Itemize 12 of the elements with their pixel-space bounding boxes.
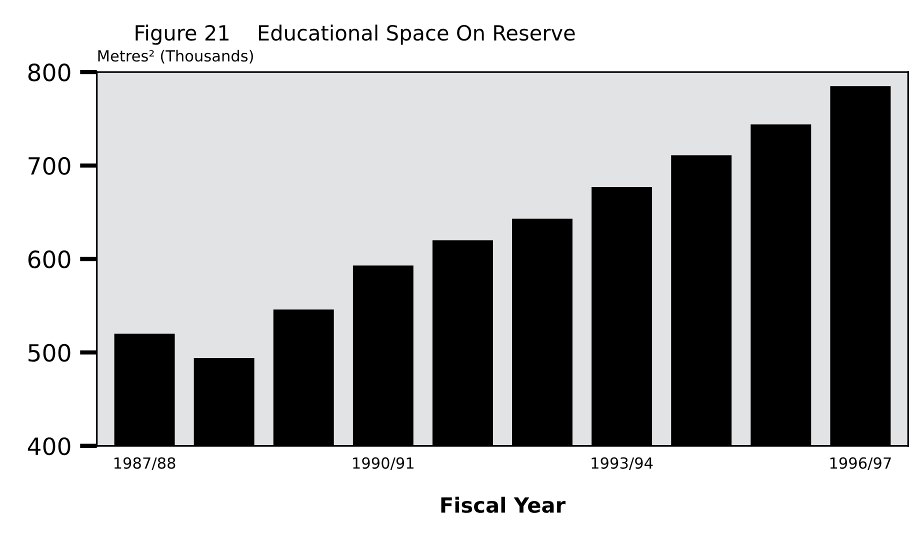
- x-tick-label: 1987/88: [114, 457, 176, 470]
- y-tick-label: 600: [28, 250, 70, 268]
- y-tick-label: 500: [28, 344, 70, 362]
- x-tick-label: 1993/94: [592, 457, 653, 470]
- y-tick-label: 700: [28, 156, 70, 175]
- x-tick-label: 1996/97: [830, 457, 891, 470]
- y-tick-label: 800: [28, 64, 70, 82]
- x-tick-label: 1990/91: [353, 457, 414, 470]
- x-axis-title: Fiscal Year: [441, 496, 566, 513]
- y-tick-label: 400: [28, 437, 70, 456]
- chart-title: Figure 21 Educational Space On Reserve: [136, 24, 575, 45]
- y-axis-title: Metres² (Thousands): [98, 50, 253, 64]
